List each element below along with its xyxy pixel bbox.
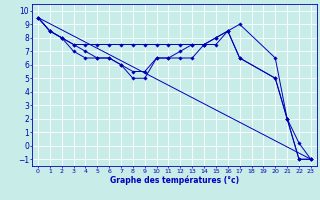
X-axis label: Graphe des températures (°c): Graphe des températures (°c)	[110, 175, 239, 185]
